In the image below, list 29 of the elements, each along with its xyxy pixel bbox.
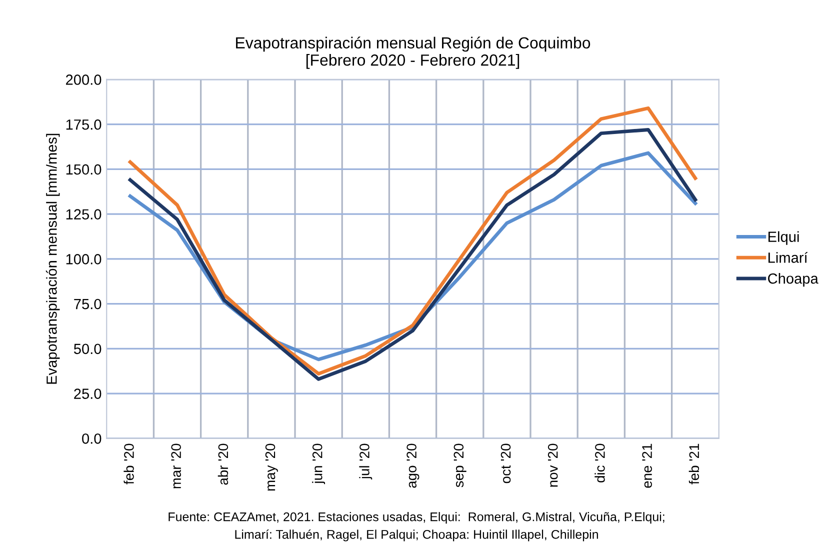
x-tick-label: nov '20 xyxy=(548,444,558,487)
legend-label: Limarí xyxy=(768,252,808,263)
x-tick-label: dic '20 xyxy=(594,444,605,482)
x-tick-label: mar '20 xyxy=(171,444,181,488)
legend-label: Elqui xyxy=(768,231,799,245)
text: Limarí: Talhuén, Ragel, El Palqui; Choapa: Huintil Illapel, Chillepin xyxy=(235,529,598,542)
x-tick-label: sep '20 xyxy=(454,444,466,488)
source-note: Fuente: CEAZAmet, 2021. Estaciones usadas, Elqui: Romeral, G.Mistral, Vicuña, P.Elqui; xyxy=(168,512,664,524)
legend-label: Choapa xyxy=(768,273,818,287)
x-tick-label: may '20 xyxy=(265,444,278,491)
y-tick-label: 175.0 xyxy=(66,119,102,130)
y-tick-label: 150.0 xyxy=(66,164,102,175)
y-tick-label: 200.0 xyxy=(66,74,102,85)
y-tick-label: 50.0 xyxy=(74,344,102,354)
x-tick-label: abr '20 xyxy=(218,444,228,485)
x-tick-label: jul '20 xyxy=(359,444,372,480)
y-tick-label: 75.0 xyxy=(74,298,102,310)
y-tick-label: 25.0 xyxy=(74,388,102,399)
chart-title: Evapotranspiración mensual Región de Coquimbo [Febrero 2020 - Febrero 2021] xyxy=(236,36,590,69)
y-tick-label: 0.0 xyxy=(82,434,102,444)
x-tick-label: feb '20 xyxy=(124,444,134,484)
x-tick-label: feb '21 xyxy=(688,444,700,484)
x-tick-label: jun '20 xyxy=(312,444,326,484)
x-tick-label: ene '21 xyxy=(642,444,652,488)
y-tick-label: 125.0 xyxy=(66,209,102,220)
x-tick-label: oct '20 xyxy=(500,444,511,484)
y-axis-title: Evapotranspiración mensual [mm/mes] xyxy=(46,134,60,384)
y-tick-label: 100.0 xyxy=(66,254,102,264)
x-tick-label: ago '20 xyxy=(406,444,420,488)
